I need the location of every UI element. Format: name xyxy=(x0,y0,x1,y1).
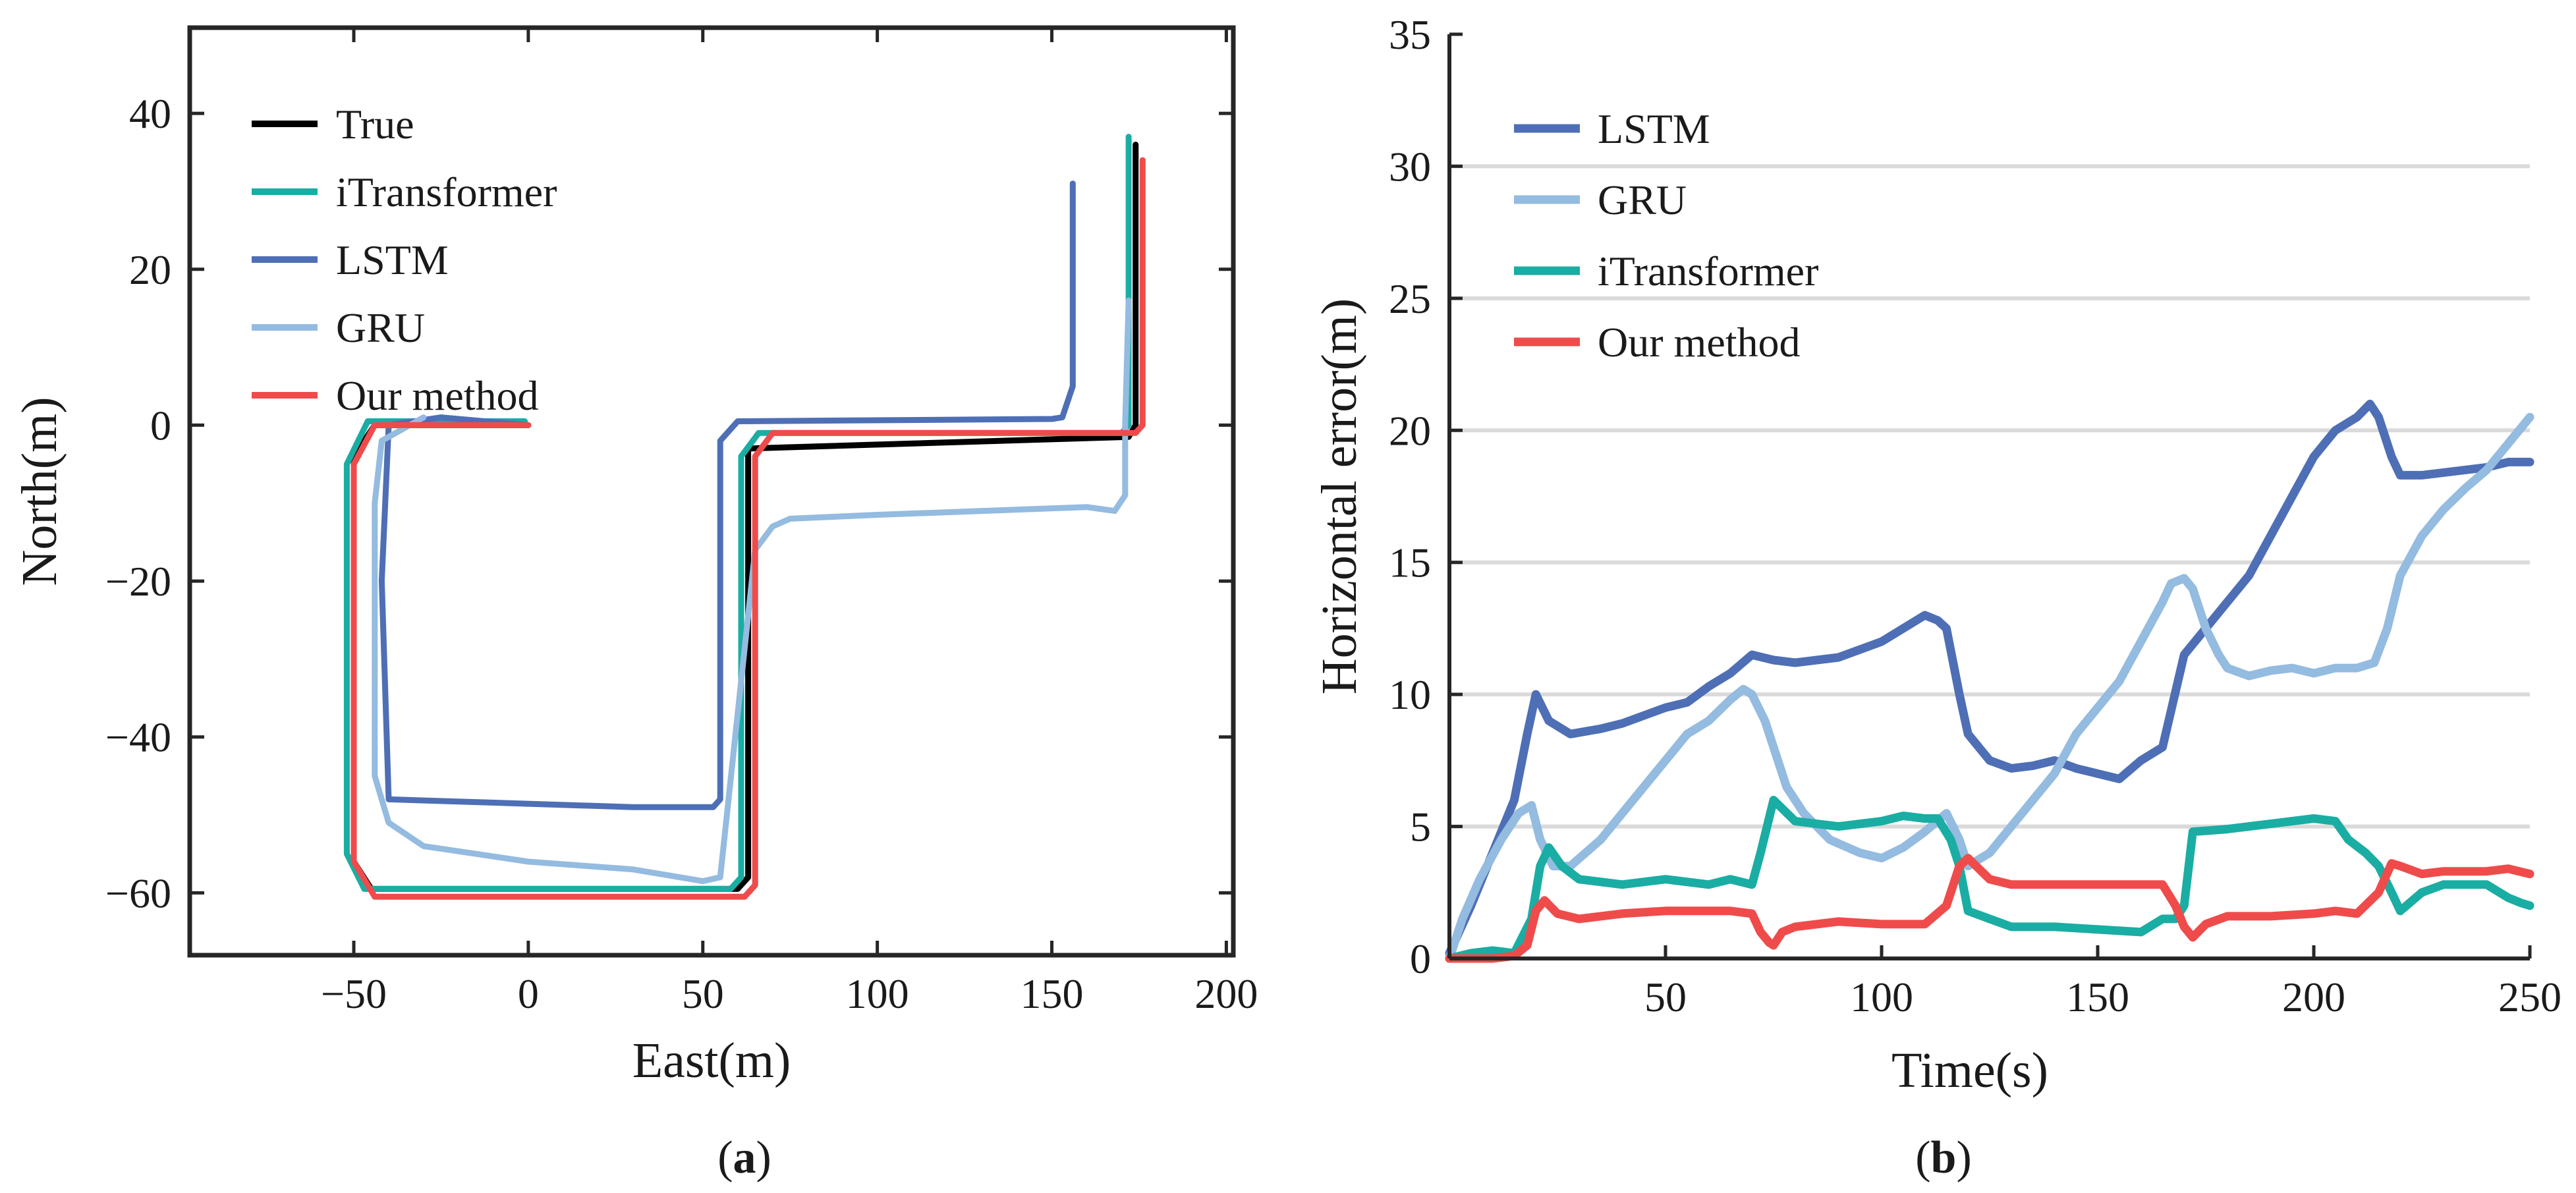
panel-b-legend: LSTM GRU iTransformer Our method xyxy=(1514,105,1818,366)
panel-b-legend-label: LSTM xyxy=(1598,105,1710,152)
panel-b-series-gru xyxy=(1445,412,2534,963)
panel-b-ticks: 50 100 150 200 250 0 5 10 15 20 25 30 35 xyxy=(1389,11,2562,1020)
panel-a-caption-label: (a) xyxy=(717,1132,771,1183)
panel-b-series-itransformer xyxy=(1445,796,2534,963)
panel-b-legend-label: iTransformer xyxy=(1598,248,1818,294)
panel-b-x-tick-label: 50 xyxy=(1644,974,1687,1020)
panel-a-x-tick-label: −50 xyxy=(321,970,387,1017)
panel-a-y-tick-label: −40 xyxy=(105,714,171,761)
panel-b-legend-item-gru: GRU xyxy=(1514,177,1687,223)
panel-b-x-tick-label: 250 xyxy=(2498,974,2562,1020)
panel-b-y-tick-label: 30 xyxy=(1389,143,1431,190)
panel-b-series-lstm xyxy=(1445,399,2534,958)
panel-a-y-tick-label: −20 xyxy=(105,558,171,605)
panel-a-y-axis-label: North(m) xyxy=(12,397,67,586)
panel-a-legend-label: iTransformer xyxy=(336,169,557,215)
panel-b-legend-label: GRU xyxy=(1598,177,1687,223)
panel-a-series-lstm xyxy=(378,180,1076,810)
panel-b-legend-item-lstm: LSTM xyxy=(1514,105,1710,152)
panel-b-x-tick-label: 100 xyxy=(1850,974,1913,1020)
panel-a-x-tick-label: 100 xyxy=(846,970,909,1017)
panel-a-x-tick-label: 150 xyxy=(1021,970,1084,1017)
panel-b-legend-label: Our method xyxy=(1598,319,1801,366)
panel-b-legend-item-itransformer: iTransformer xyxy=(1514,248,1818,294)
panel-b-y-tick-label: 10 xyxy=(1389,671,1431,718)
panel-b-series-our-method xyxy=(1445,854,2534,963)
panel-a-legend-item-gru: GRU xyxy=(252,304,425,351)
panel-a-x-tick-label: 50 xyxy=(682,970,724,1017)
panel-b-y-axis-label: Horizontal error(m) xyxy=(1312,298,1367,694)
panel-b-y-tick-label: 25 xyxy=(1389,275,1431,322)
panel-a-x-tick-label: 200 xyxy=(1194,970,1258,1017)
panel-b-axes xyxy=(1447,34,2530,960)
panel-a-x-tick-label: 0 xyxy=(518,970,539,1017)
panel-b-chart: 50 100 150 200 250 0 5 10 15 20 25 30 35 Time(s) Hor… xyxy=(1312,11,2562,1183)
panel-b-y-tick-label: 5 xyxy=(1410,804,1431,850)
panel-a-legend-item-lstm: LSTM xyxy=(252,236,449,283)
panel-a-legend-label: True xyxy=(336,101,414,148)
panel-a-series-true xyxy=(350,142,1139,892)
panel-b-y-tick-label: 0 xyxy=(1410,935,1431,982)
panel-b-y-tick-label: 20 xyxy=(1389,407,1431,454)
panel-b-y-tick-label: 35 xyxy=(1389,11,1431,58)
panel-a-plot-frame xyxy=(187,25,1236,958)
panel-a-y-tick-label: 0 xyxy=(150,402,171,449)
panel-b-x-tick-label: 200 xyxy=(2282,974,2345,1020)
panel-a-y-tick-label: 40 xyxy=(129,90,171,137)
panel-a-series-our-method xyxy=(350,157,1146,900)
panel-a-series-group xyxy=(343,134,1146,900)
panel-b-letter: b xyxy=(1931,1132,1957,1183)
panel-b-legend-item-our-method: Our method xyxy=(1514,319,1801,366)
panel-a-legend: True iTransformer LSTM GRU Our method xyxy=(252,101,557,419)
panel-a-legend-item-true: True xyxy=(252,101,414,148)
panel-a-legend-label: LSTM xyxy=(336,236,449,283)
panel-b-x-axis-label: Time(s) xyxy=(1891,1043,2048,1098)
panel-a-legend-label: Our method xyxy=(336,372,539,419)
panel-a-y-tick-label: 20 xyxy=(129,246,171,293)
panel-b-x-tick-label: 150 xyxy=(2066,974,2129,1020)
panel-a-legend-label: GRU xyxy=(336,304,425,351)
panel-a-series-itransformer xyxy=(343,134,1132,892)
panel-b-y-tick-label: 15 xyxy=(1389,540,1431,586)
panel-a-y-tick-label: −60 xyxy=(105,870,171,916)
panel-a-legend-item-our-method: Our method xyxy=(252,372,539,419)
panel-b-series-group xyxy=(1445,399,2534,963)
panel-b-gridlines xyxy=(1449,164,2530,829)
panel-a-x-axis-label: East(m) xyxy=(632,1033,791,1088)
panel-a-series-gru xyxy=(372,297,1132,885)
panel-a-letter: a xyxy=(733,1132,756,1183)
panel-a-legend-item-itransformer: iTransformer xyxy=(252,169,557,215)
panel-b-caption-label: (b) xyxy=(1915,1132,1972,1183)
